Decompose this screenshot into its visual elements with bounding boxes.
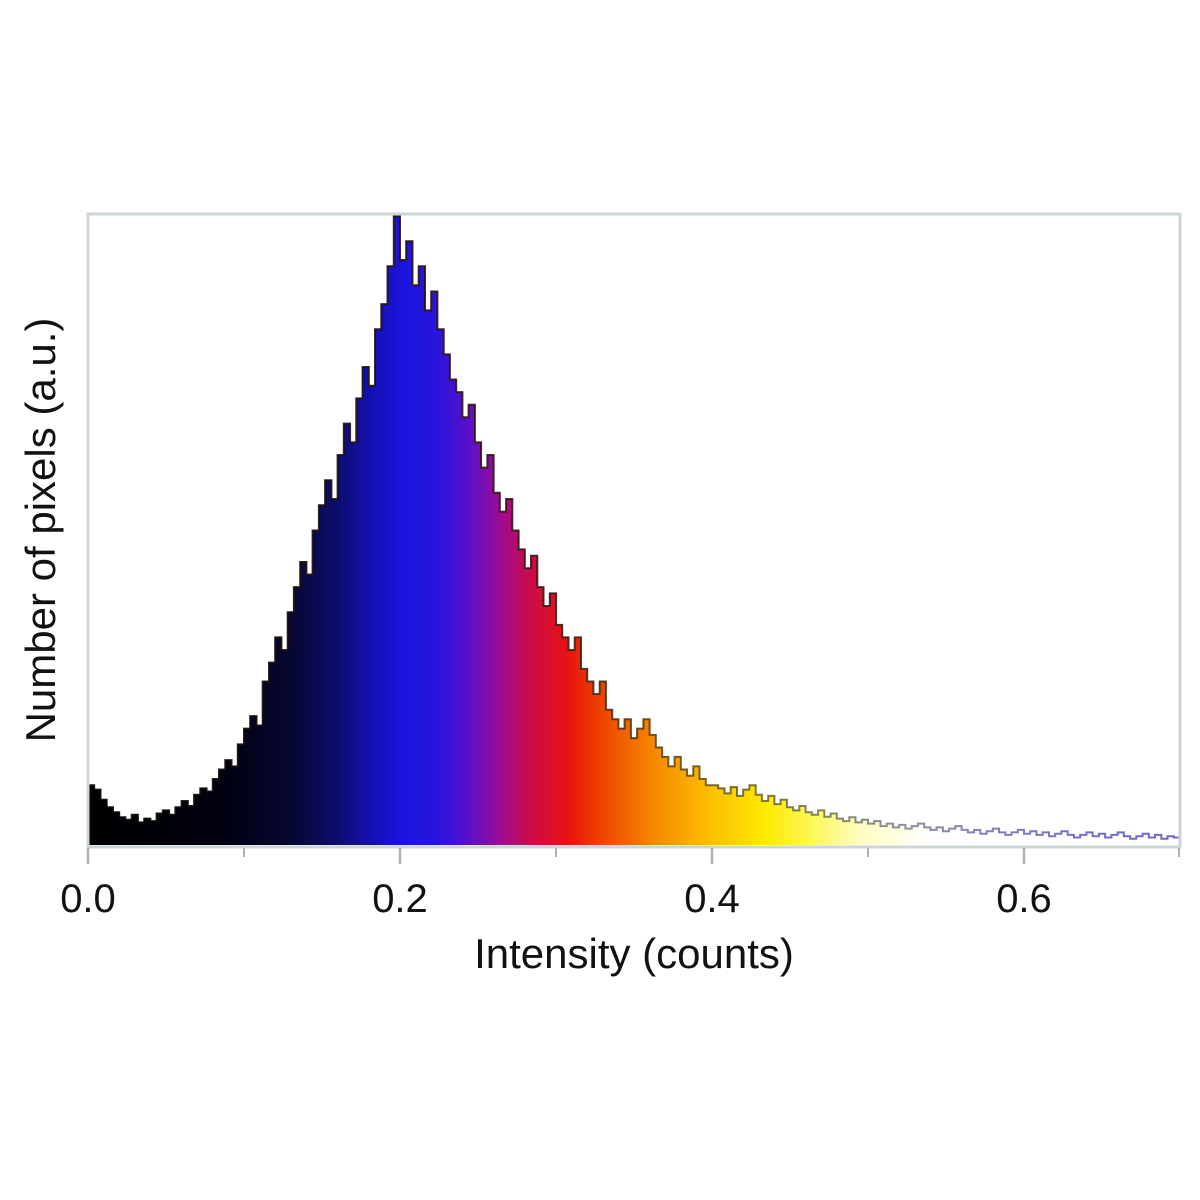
- histogram-outline: [88, 215, 1180, 840]
- x-tick-label: 0.0: [60, 877, 116, 921]
- y-axis-label: Number of pixels (a.u.): [17, 318, 64, 743]
- x-tick-label: 0.4: [684, 877, 740, 921]
- x-axis-tick-labels: 0.0 0.2 0.4 0.6: [60, 877, 1052, 921]
- x-axis-ticks: [86, 848, 1180, 864]
- x-tick-label: 0.6: [996, 877, 1052, 921]
- histogram-fill: [88, 216, 1180, 845]
- histogram-bars: [88, 215, 1180, 845]
- x-axis-label: Intensity (counts): [474, 930, 794, 977]
- x-tick-label: 0.2: [372, 877, 428, 921]
- plot-frame: [86, 212, 1182, 849]
